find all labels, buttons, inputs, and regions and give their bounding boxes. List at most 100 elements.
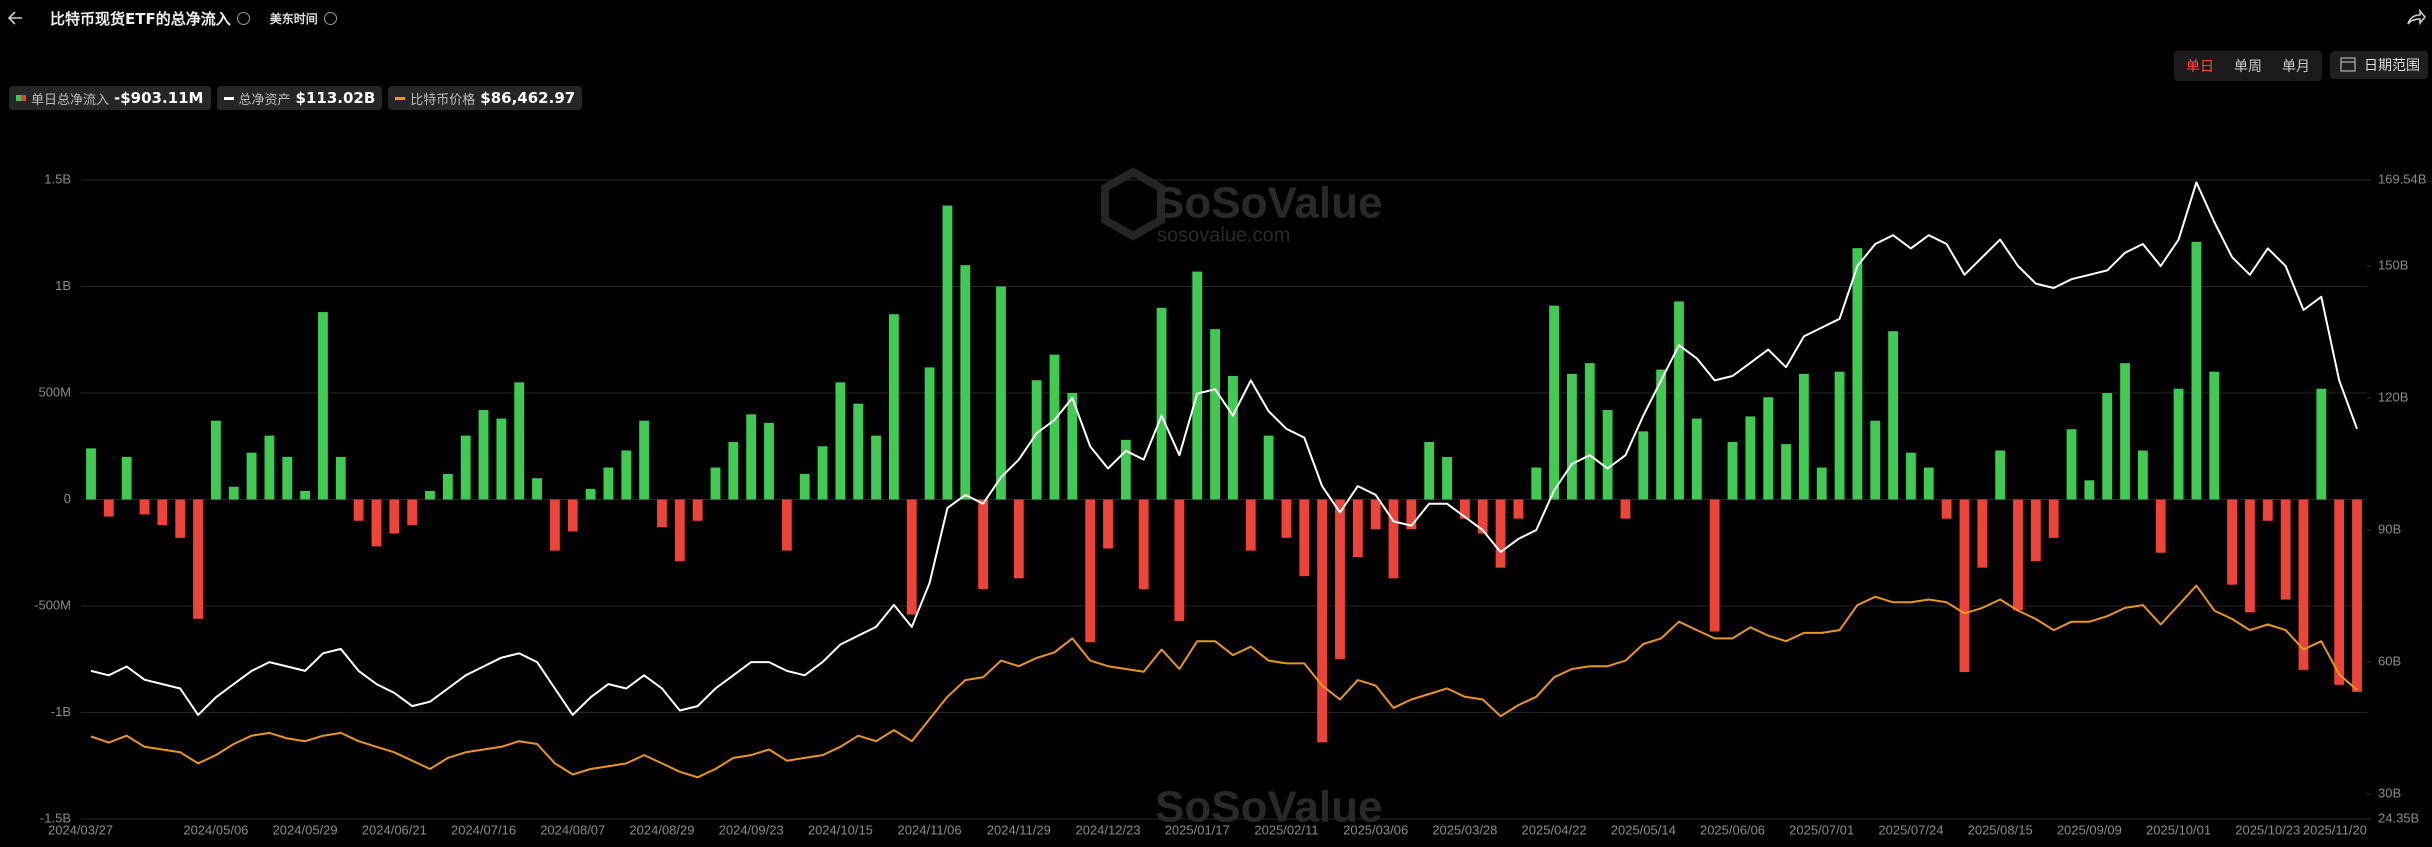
bar <box>1674 301 1684 500</box>
timezone: 美东时间 <box>269 11 318 26</box>
bar <box>924 367 935 500</box>
legend-item[interactable]: 比特币价格 $86,462.97 <box>388 86 583 110</box>
bar <box>549 499 560 551</box>
bar <box>2316 388 2327 500</box>
bar <box>1834 371 1845 500</box>
bar <box>728 441 739 500</box>
bar <box>1031 380 1042 500</box>
tab[interactable]: 单月 <box>2282 59 2310 75</box>
date-range-label: 日期范围 <box>2364 58 2420 74</box>
info-icon[interactable] <box>236 11 250 25</box>
bar <box>371 499 382 547</box>
x-tick-label: 2025/03/28 <box>1432 822 1497 837</box>
x-tick-label: 2024/11/06 <box>898 822 962 837</box>
bar <box>1228 375 1238 500</box>
bar <box>478 410 489 500</box>
bar <box>1210 329 1220 500</box>
bar <box>2048 499 2059 538</box>
bar <box>1870 420 1881 500</box>
y-tick-label: -500M <box>34 597 71 612</box>
back-icon[interactable] <box>6 8 26 28</box>
bar <box>1513 499 1524 519</box>
bar <box>407 499 418 526</box>
bar <box>425 490 435 500</box>
bar <box>621 450 632 500</box>
x-tick-label: 2024/07/16 <box>451 822 516 837</box>
tab[interactable]: 单周 <box>2234 59 2262 75</box>
x-tick-label: 2025/05/14 <box>1611 822 1676 837</box>
bar <box>1370 499 1381 530</box>
x-tick-label: 2024/06/21 <box>362 822 427 837</box>
bar <box>2102 393 2113 500</box>
bar <box>1299 499 1310 577</box>
share-icon[interactable] <box>2404 6 2426 28</box>
bar <box>389 499 400 534</box>
bar <box>1602 410 1613 500</box>
x-tick-label: 2024/09/23 <box>719 822 784 837</box>
bar <box>103 499 114 517</box>
bar <box>639 420 650 500</box>
legend-value: -$903.11M <box>114 89 204 107</box>
bar <box>193 499 203 619</box>
bar <box>2155 499 2166 553</box>
bar <box>1709 499 1720 632</box>
legend-item[interactable]: 总净资产 $113.02B <box>216 86 383 110</box>
bar <box>318 312 328 500</box>
bar <box>496 418 507 500</box>
line-series <box>90 181 2358 716</box>
bar <box>1798 373 1809 500</box>
bar <box>2262 499 2273 521</box>
info-icon[interactable] <box>323 11 337 25</box>
bar <box>2245 499 2255 613</box>
watermark: SoSoValue sosovalue.com SoSoValue <box>1101 167 1382 832</box>
bar <box>1049 354 1060 500</box>
bar <box>1584 363 1595 500</box>
bar <box>2030 499 2041 562</box>
bar <box>2209 371 2220 500</box>
y-tick-label: 0 <box>64 491 71 506</box>
bar <box>692 499 703 521</box>
legend-label: 单日总净流入 <box>31 92 110 108</box>
x-tick-label: 2025/07/24 <box>1878 822 1943 837</box>
bar <box>657 499 667 528</box>
bar <box>1888 331 1899 500</box>
bar <box>567 499 578 532</box>
bar <box>2084 480 2095 500</box>
bar <box>1120 439 1131 500</box>
bar <box>853 403 864 500</box>
x-tick-label: 2024/10/15 <box>808 822 873 837</box>
bar <box>1852 248 1863 500</box>
bar <box>1906 452 1916 500</box>
y-tick-label: 1.5B <box>44 171 71 186</box>
line-series <box>90 584 2358 779</box>
bar <box>1531 467 1542 500</box>
bar <box>764 422 774 500</box>
x-tick-label: 2025/07/01 <box>1789 822 1854 837</box>
bar <box>799 473 810 500</box>
date-range-button[interactable]: 日期范围 <box>2330 51 2428 79</box>
bar <box>1459 499 1470 519</box>
x-tick-label: 2025/06/06 <box>1700 822 1765 837</box>
bar <box>1781 444 1791 500</box>
bar <box>532 478 542 500</box>
bar <box>460 435 471 500</box>
bar <box>2137 450 2148 500</box>
bar <box>353 499 364 521</box>
bar <box>1335 499 1345 660</box>
legend-label: 比特币价格 <box>410 92 476 108</box>
x-tick-label: 2024/03/27 <box>48 822 113 837</box>
x-tick-label: 2024/12/23 <box>1075 822 1140 837</box>
legend-item[interactable]: 单日总净流入 -$903.11M <box>9 86 211 110</box>
x-tick-label: 2025/10/01 <box>2146 822 2211 837</box>
calendar-icon <box>2340 57 2356 72</box>
tab[interactable]: 单日 <box>2186 59 2214 75</box>
x-tick-label: 2025/10/23 <box>2235 822 2300 837</box>
bar <box>1763 397 1774 500</box>
legend-swatch <box>223 96 234 100</box>
bar <box>2352 499 2362 692</box>
bar <box>228 486 239 500</box>
y2-tick-label: 60B <box>2378 654 2401 669</box>
bar <box>585 488 596 500</box>
